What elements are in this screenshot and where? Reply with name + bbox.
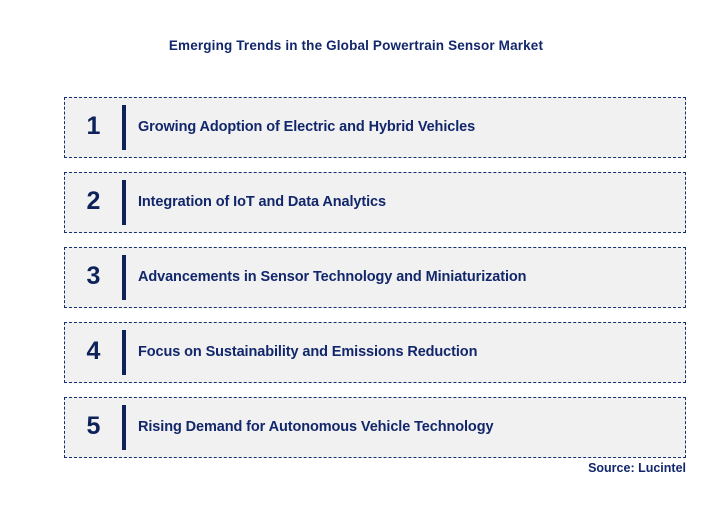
list-item[interactable]: 4 Focus on Sustainability and Emissions … [64, 322, 686, 383]
trend-label: Growing Adoption of Electric and Hybrid … [138, 119, 476, 136]
trend-number: 1 [86, 112, 101, 140]
vertical-divider [122, 255, 126, 300]
vertical-divider [122, 405, 126, 450]
vertical-divider [122, 180, 126, 225]
trend-number: 3 [86, 262, 101, 290]
trend-label: Integration of IoT and Data Analytics [138, 194, 386, 211]
trend-number: 4 [86, 337, 101, 365]
trend-list: 1 Growing Adoption of Electric and Hybri… [64, 97, 686, 458]
list-item[interactable]: 1 Growing Adoption of Electric and Hybri… [64, 97, 686, 158]
list-item[interactable]: 2 Integration of IoT and Data Analytics [64, 172, 686, 233]
trend-label: Advancements in Sensor Technology and Mi… [138, 269, 527, 286]
page-title: Emerging Trends in the Global Powertrain… [168, 38, 544, 53]
trend-number: 5 [86, 412, 101, 440]
vertical-divider [122, 105, 126, 150]
trend-label: Focus on Sustainability and Emissions Re… [138, 344, 478, 361]
vertical-divider [122, 330, 126, 375]
trend-number: 2 [86, 187, 101, 215]
trend-label: Rising Demand for Autonomous Vehicle Tec… [138, 419, 494, 436]
source-attribution: Source: Lucintel [588, 461, 686, 475]
list-item[interactable]: 3 Advancements in Sensor Technology and … [64, 247, 686, 308]
list-item[interactable]: 5 Rising Demand for Autonomous Vehicle T… [64, 397, 686, 458]
